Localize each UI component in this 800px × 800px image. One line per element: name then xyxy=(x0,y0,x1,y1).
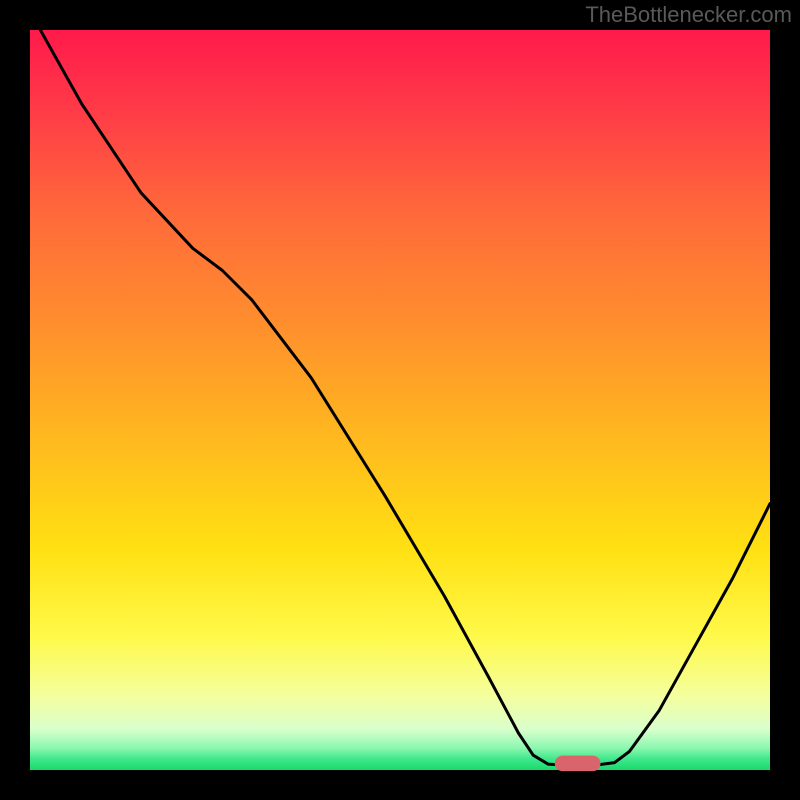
bottleneck-chart: TheBottlenecker.com xyxy=(0,0,800,800)
chart-svg xyxy=(0,0,800,800)
plot-area xyxy=(30,30,770,770)
watermark-text: TheBottlenecker.com xyxy=(585,2,792,28)
optimal-marker xyxy=(555,756,601,772)
